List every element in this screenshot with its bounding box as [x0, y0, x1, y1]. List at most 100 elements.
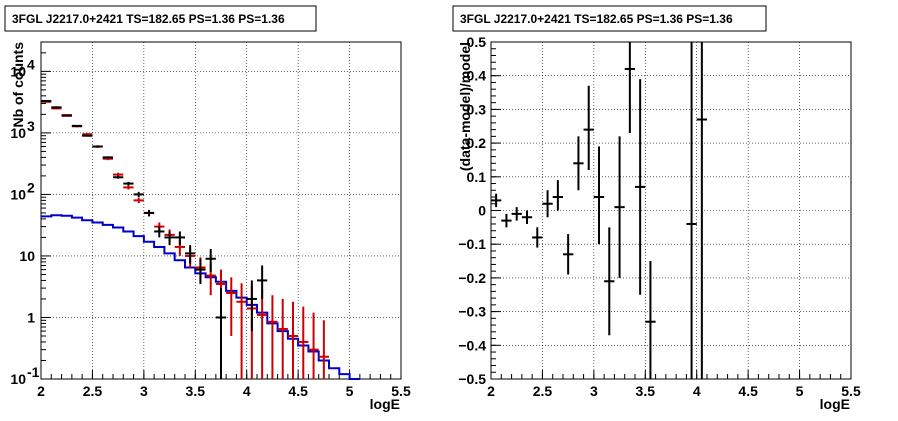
residual-y-tick-label: 0.2: [467, 135, 487, 151]
counts-data-point: [113, 175, 124, 179]
counts-data-point: [133, 191, 144, 198]
counts-data-point: [41, 99, 52, 102]
counts-title: 3FGL J2217.0+2421 TS=182.65 PS=1.36 PS=1…: [12, 12, 285, 26]
residual-point: [532, 227, 543, 248]
counts-model-point: [287, 301, 299, 379]
residual-x-tick-label: 5: [796, 383, 804, 399]
residual-title-box: [452, 5, 767, 32]
counts-title-box: [4, 5, 317, 32]
counts-model-point: [257, 289, 268, 379]
residual-y-tick-label: −0.5: [458, 371, 486, 387]
residual-y-tick-label: 0.3: [467, 101, 487, 117]
counts-y-axis-label: Nb of counts: [10, 42, 26, 128]
residual-point: [521, 210, 533, 224]
residual-x-tick-label: 2: [487, 383, 495, 399]
counts-data-point: [205, 248, 216, 272]
residual-point: [583, 85, 594, 171]
residual-point: [645, 261, 656, 379]
residual-y-tick-label: 0.4: [467, 68, 487, 84]
counts-data-point: [164, 231, 175, 246]
counts-model-point: [267, 295, 278, 379]
residual-point: [686, 42, 697, 379]
residual-point: [542, 190, 553, 218]
counts-model-point: [236, 283, 247, 379]
counts-data-point: [61, 114, 72, 117]
counts-y-tick-label: 1: [27, 309, 35, 325]
counts-data-point: [92, 145, 103, 148]
residual-x-tick-label: 4.5: [738, 383, 758, 399]
residual-grid: [491, 42, 851, 379]
counts-y-tick-exponent: 3: [27, 118, 35, 134]
residual-title: 3FGL J2217.0+2421 TS=182.65 PS=1.36 PS=1…: [460, 12, 733, 26]
counts-data-point: [185, 245, 196, 264]
residual-point: [511, 207, 522, 221]
counts-x-tick-label: 4: [243, 383, 251, 399]
counts-x-axis-label: logE: [370, 396, 400, 412]
counts-y-tick-label: 10: [19, 248, 35, 264]
residual-point: [614, 136, 625, 278]
counts-model-point: [123, 185, 134, 190]
counts-y-tick-exponent: 4: [27, 56, 35, 72]
counts-model-point: [298, 306, 309, 379]
counts-data-point: [71, 124, 83, 127]
residual-y-tick-label: 0.5: [467, 34, 487, 50]
residual-y-axis-label: (data-model)/model: [457, 42, 473, 171]
counts-y-tick-label: 10: [10, 63, 26, 79]
counts-y-tick-label: 10: [10, 186, 26, 202]
residual-point: [593, 146, 605, 245]
residual-point: [696, 42, 707, 379]
counts-x-tick-label: 4.5: [288, 383, 308, 399]
residual-y-tick-label: −0.1: [458, 236, 486, 252]
residual-marks: [491, 42, 707, 379]
counts-model-point: [277, 298, 288, 379]
counts-data-point: [143, 209, 155, 217]
residual-point: [573, 136, 584, 191]
residual-x-tick-label: 5.5: [841, 383, 861, 399]
residual-point: [563, 234, 574, 275]
residual-point: [491, 193, 502, 208]
residual-point: [604, 227, 615, 336]
counts-x-tick-label: 3: [140, 383, 148, 399]
residual-axes: 2 2.5 3 3.5 4 4.5 5 5.5 −0.5 −0.4 −0.3 −0.2 −0.1 0 0.1…: [458, 34, 861, 399]
counts-data-point: [174, 231, 185, 246]
counts-marks: [41, 99, 360, 380]
residual-panel: 2 2.5 3 3.5 4 4.5 5 5.5 −0.5 −0.4 −0.3 −0.2 −0.1 0 0.1…: [452, 5, 861, 412]
counts-data-point: [215, 288, 227, 379]
residual-x-tick-label: 2.5: [533, 383, 553, 399]
counts-data-point: [195, 258, 206, 284]
counts-data-point: [82, 134, 93, 137]
counts-data-point: [51, 106, 62, 109]
residual-y-tick-label: −0.4: [458, 337, 486, 353]
residual-point: [552, 180, 563, 211]
counts-data-point: [102, 156, 113, 159]
counts-model-point: [308, 312, 319, 379]
counts-data-point: [257, 265, 268, 299]
counts-model-point: [226, 277, 237, 336]
counts-model-point: [318, 320, 329, 379]
residual-y-tick-label: 0.1: [467, 169, 487, 185]
counts-x-tick-label: 2: [37, 383, 45, 399]
residual-x-axis-label: logE: [820, 396, 850, 412]
counts-y-tick-label: 10: [10, 125, 26, 141]
counts-model-point: [133, 197, 144, 204]
counts-data-point: [154, 226, 165, 238]
counts-x-tick-label: 5: [346, 383, 354, 399]
counts-x-tick-label: 2.5: [83, 383, 103, 399]
residual-x-tick-label: 4: [693, 383, 701, 399]
counts-y-tick-label: 10: [10, 371, 26, 387]
counts-y-tick-exponent: -1: [27, 364, 40, 380]
counts-y-tick-exponent: 2: [27, 179, 35, 195]
residual-y-tick-label: 0: [478, 203, 486, 219]
counts-data-point: [123, 181, 134, 186]
residual-x-tick-label: 3: [590, 383, 598, 399]
residual-point: [635, 79, 646, 295]
counts-data-point: [246, 280, 257, 332]
residual-y-tick-label: −0.2: [458, 270, 486, 286]
counts-x-tick-label: 5.5: [391, 383, 411, 399]
residual-point: [501, 213, 512, 228]
residual-x-tick-label: 3.5: [636, 383, 656, 399]
counts-x-tick-label: 3.5: [186, 383, 206, 399]
